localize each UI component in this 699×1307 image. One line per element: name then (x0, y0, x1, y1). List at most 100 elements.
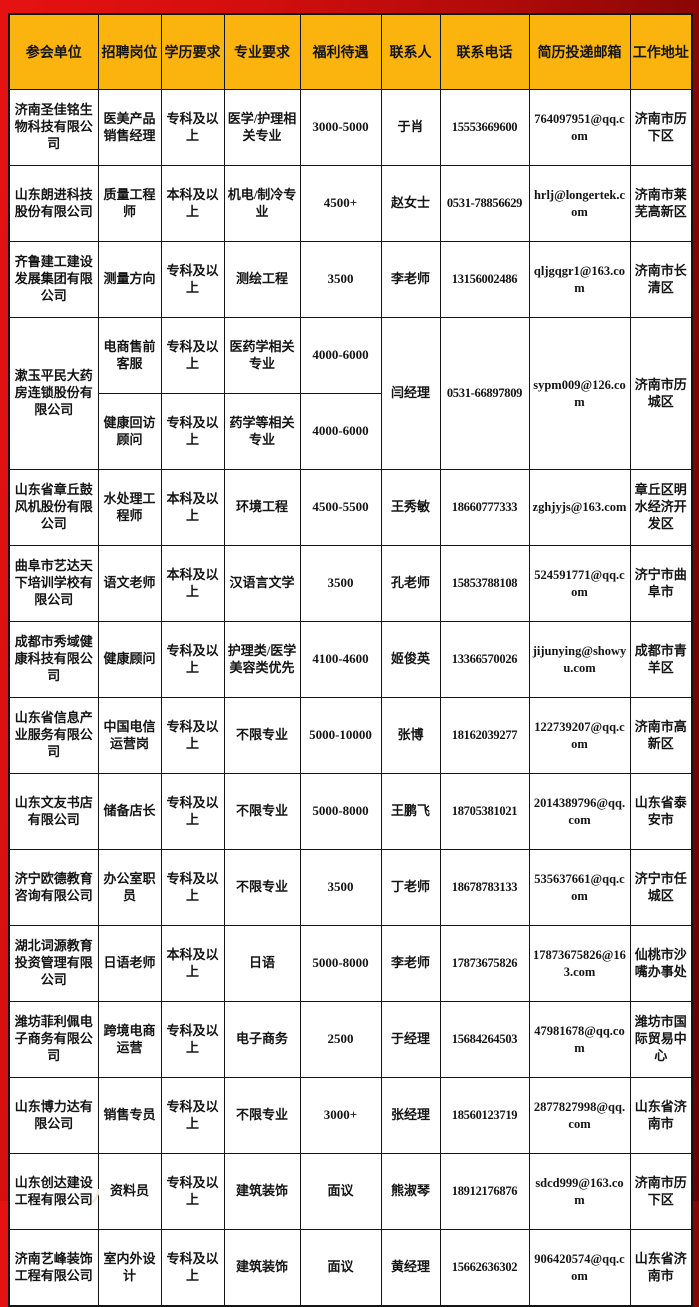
work-address-cell: 济南市历下区 (629, 89, 693, 166)
salary-cell: 4000-6000 (299, 317, 382, 394)
resume-email-cell: 524591771@qq.com (528, 545, 631, 622)
contact-person-cell: 闫经理 (380, 317, 441, 470)
resume-email-cell: 906420574@qq.com (528, 1229, 631, 1307)
work-address-cell: 济南市莱芜高新区 (629, 165, 693, 242)
education-requirement-cell: 专科及以上 (160, 241, 225, 318)
table-row: 齐鲁建工建设发展集团有限公司 测量方向 专科及以上 测绘工程 3500 李老师 131560… (8, 241, 693, 318)
education-requirement-cell: 专科及以上 (160, 697, 225, 774)
company-name-cell: 山东省信息产业服务有限公司 (8, 697, 99, 774)
company-name-cell: 山东博力达有限公司 (8, 1077, 99, 1154)
contact-phone-cell: 18678783133 (439, 849, 530, 926)
resume-email-cell: 535637661@qq.com (528, 849, 631, 926)
contact-person-cell: 熊淑琴 (380, 1153, 441, 1230)
work-address-cell: 成都市青羊区 (629, 621, 693, 698)
contact-person-cell: 赵女士 (380, 165, 441, 242)
major-requirement-cell: 不限专业 (223, 773, 301, 850)
salary-cell: 面议 (299, 1153, 382, 1230)
job-title-cell: 语文老师 (97, 545, 162, 622)
contact-person-cell: 姬俊英 (380, 621, 441, 698)
table-row: 济宁欧德教育咨询有限公司 办公室职员 专科及以上 不限专业 3500 丁老师 1867878… (8, 849, 693, 926)
resume-email-cell: qljgqgr1@163.com (528, 241, 631, 318)
salary-cell: 3500 (299, 849, 382, 926)
company-name-cell: 济南艺峰装饰工程有限公司 (8, 1229, 99, 1307)
salary-cell: 面议 (299, 1229, 382, 1307)
column-header-7: 简历投递邮箱 (528, 13, 631, 90)
job-title-cell: 日语老师 (97, 925, 162, 1002)
education-requirement-cell: 专科及以上 (160, 89, 225, 166)
job-title-cell: 储备店长 (97, 773, 162, 850)
resume-email-cell: 122739207@qq.com (528, 697, 631, 774)
table-row: 成都市秀域健康科技有限公司 健康顾问 专科及以上 护理类/医学美容类优先 4100-46… (8, 621, 693, 698)
major-requirement-cell: 机电/制冷专业 (223, 165, 301, 242)
job-title-cell: 中国电信运营岗 (97, 697, 162, 774)
table-row: 济南圣佳铭生物科技有限公司 医美产品销售经理 专科及以上 医学/护理相关专业 3000-… (8, 89, 693, 166)
major-requirement-cell: 医学/护理相关专业 (223, 89, 301, 166)
column-header-4: 福利待遇 (299, 13, 382, 90)
job-title-cell: 室内外设计 (97, 1229, 162, 1307)
table-row: 山东文友书店有限公司 储备店长 专科及以上 不限专业 5000-8000 王鹏飞 18705… (8, 773, 693, 850)
salary-cell: 3000+ (299, 1077, 382, 1154)
contact-person-cell: 张经理 (380, 1077, 441, 1154)
work-address-cell: 潍坊市国际贸易中心 (629, 1001, 693, 1078)
resume-email-cell: sypm009@126.com (528, 317, 631, 470)
salary-cell: 5000-10000 (299, 697, 382, 774)
salary-cell: 4500-5500 (299, 469, 382, 546)
company-name-cell: 山东朗进科技股份有限公司 (8, 165, 99, 242)
salary-cell: 5000-8000 (299, 773, 382, 850)
company-name-cell: 济宁欧德教育咨询有限公司 (8, 849, 99, 926)
company-name-cell: 成都市秀域健康科技有限公司 (8, 621, 99, 698)
major-requirement-cell: 汉语言文学 (223, 545, 301, 622)
table-row: 山东朗进科技股份有限公司 质量工程师 本科及以上 机电/制冷专业 4500+ 赵女士 053… (8, 165, 693, 242)
work-address-cell: 济南市长清区 (629, 241, 693, 318)
work-address-cell: 济宁市任城区 (629, 849, 693, 926)
company-name-cell: 漱玉平民大药房连锁股份有限公司 (8, 317, 99, 470)
job-title-cell: 电商售前客服 (97, 317, 162, 394)
major-requirement-cell: 环境工程 (223, 469, 301, 546)
job-title-cell: 水处理工程师 (97, 469, 162, 546)
salary-cell: 4000-6000 (299, 393, 382, 470)
resume-email-cell: 2877827998@qq.com (528, 1077, 631, 1154)
work-address-cell: 济南市历下区 (629, 1153, 693, 1230)
work-address-cell: 山东省济南市 (629, 1077, 693, 1154)
contact-phone-cell: 0531-78856629 (439, 165, 530, 242)
contact-phone-cell: 18560123719 (439, 1077, 530, 1154)
work-address-cell: 山东省济南市 (629, 1229, 693, 1307)
resume-email-cell: zghjyjs@163.com (528, 469, 631, 546)
contact-phone-cell: 18912176876 (439, 1153, 530, 1230)
company-name-cell: 济南圣佳铭生物科技有限公司 (8, 89, 99, 166)
column-header-1: 招聘岗位 (97, 13, 162, 90)
major-requirement-cell: 不限专业 (223, 1077, 301, 1154)
contact-phone-cell: 0531-66897809 (439, 317, 530, 470)
major-requirement-cell: 护理类/医学美容类优先 (223, 621, 301, 698)
education-requirement-cell: 专科及以上 (160, 393, 225, 470)
contact-person-cell: 于肖 (380, 89, 441, 166)
job-fair-poster: 参会单位 招聘岗位 学历要求 专业要求 福利待遇 联系人 联系电话 简历投递邮箱 工作地址 济南… (0, 13, 699, 1307)
contact-person-cell: 丁老师 (380, 849, 441, 926)
table-row: 潍坊菲利佩电子商务有限公司 跨境电商运营 专科及以上 电子商务 2500 于经理 15684… (8, 1001, 693, 1078)
contact-phone-cell: 17873675826 (439, 925, 530, 1002)
major-requirement-cell: 医药学相关专业 (223, 317, 301, 394)
contact-phone-cell: 15662636302 (439, 1229, 530, 1307)
resume-email-cell: 2014389796@qq.com (528, 773, 631, 850)
table-row: 曲阜市艺达天下培训学校有限公司 语文老师 本科及以上 汉语言文学 3500 孔老师 1585… (8, 545, 693, 622)
contact-person-cell: 孔老师 (380, 545, 441, 622)
resume-email-cell: sdcd999@163.com (528, 1153, 631, 1230)
company-name-cell: 山东文友书店有限公司 (8, 773, 99, 850)
contact-person-cell: 黄经理 (380, 1229, 441, 1307)
education-requirement-cell: 本科及以上 (160, 165, 225, 242)
job-title-cell: 质量工程师 (97, 165, 162, 242)
education-requirement-cell: 本科及以上 (160, 469, 225, 546)
company-name-cell: 湖北词源教育投资管理有限公司 (8, 925, 99, 1002)
salary-cell: 5000-8000 (299, 925, 382, 1002)
column-header-8: 工作地址 (629, 13, 693, 90)
contact-phone-cell: 18705381021 (439, 773, 530, 850)
major-requirement-cell: 日语 (223, 925, 301, 1002)
education-requirement-cell: 专科及以上 (160, 1153, 225, 1230)
column-header-6: 联系电话 (439, 13, 530, 90)
education-requirement-cell: 专科及以上 (160, 849, 225, 926)
table-row: 济南艺峰装饰工程有限公司 室内外设计 专科及以上 建筑装饰 面议 黄经理 156626363… (8, 1229, 693, 1307)
salary-cell: 2500 (299, 1001, 382, 1078)
company-name-cell: 山东省章丘鼓风机股份有限公司 (8, 469, 99, 546)
contact-phone-cell: 15553669600 (439, 89, 530, 166)
column-header-3: 专业要求 (223, 13, 301, 90)
